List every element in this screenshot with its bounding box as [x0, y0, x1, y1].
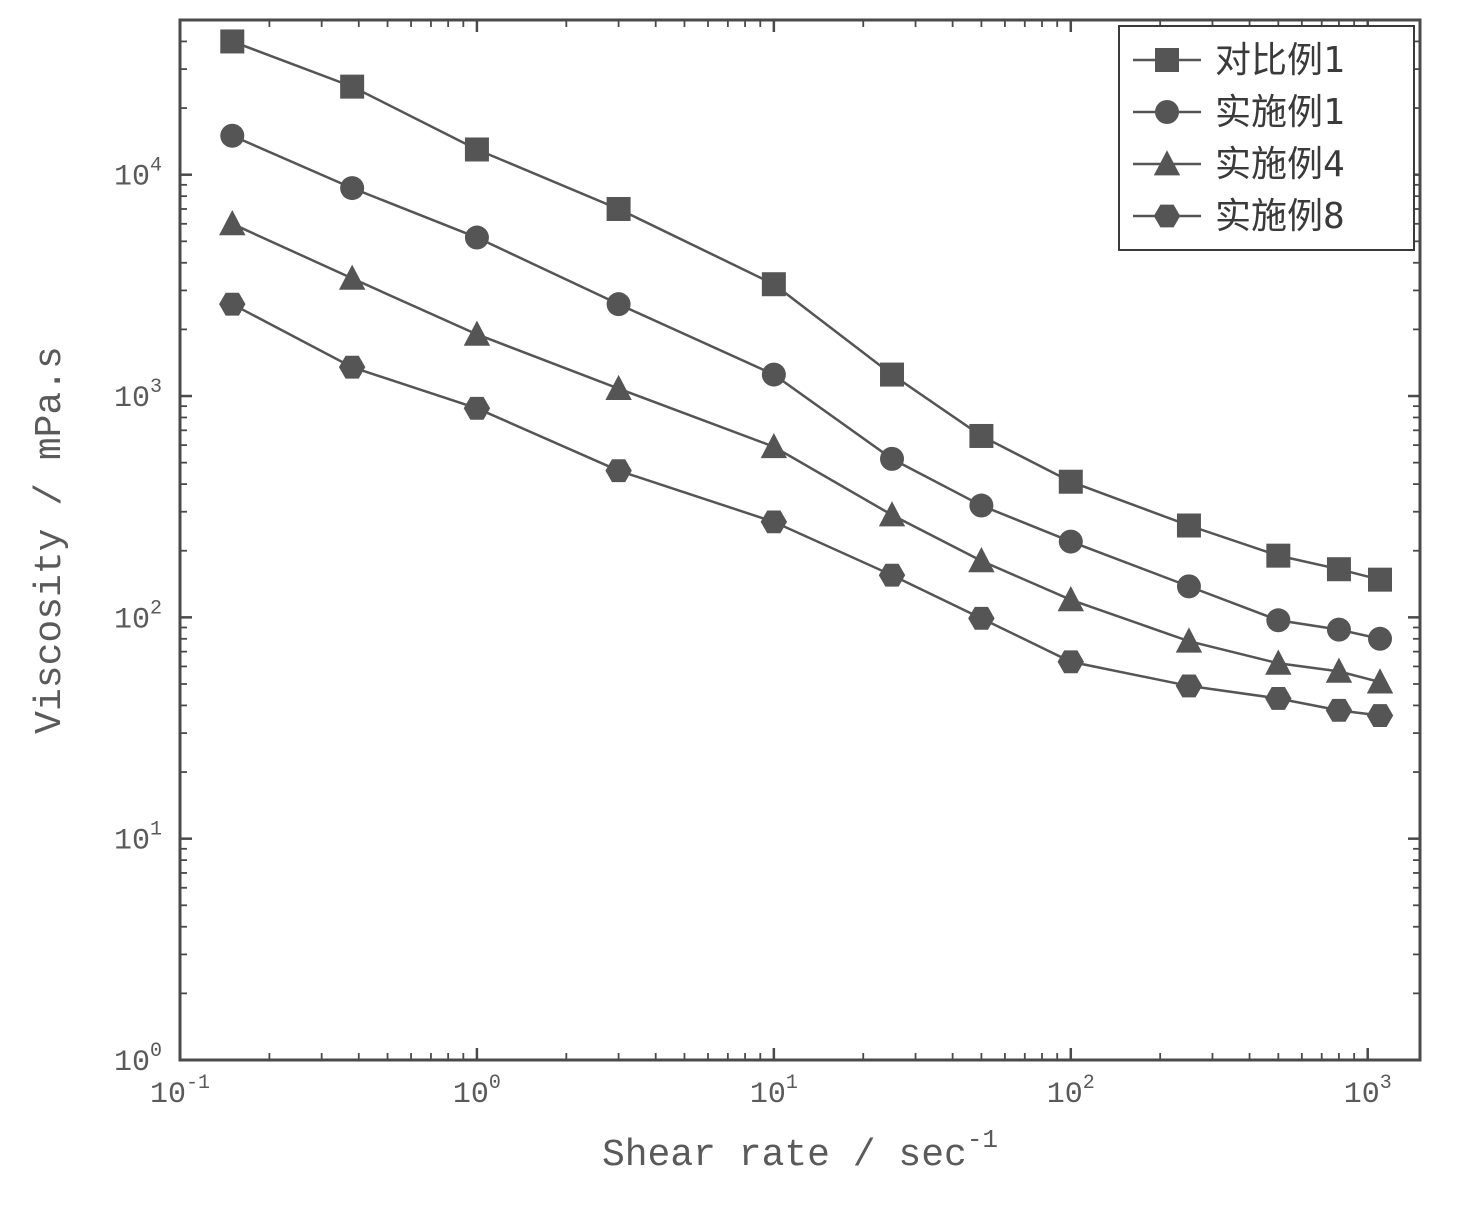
svg-text:103: 103 [114, 376, 162, 416]
svg-text:实施例1: 实施例1 [1215, 92, 1345, 133]
svg-text:实施例8: 实施例8 [1215, 196, 1345, 237]
svg-text:实施例4: 实施例4 [1215, 144, 1345, 185]
svg-text:103: 103 [1344, 1072, 1392, 1112]
svg-text:102: 102 [114, 597, 162, 637]
svg-text:101: 101 [114, 819, 162, 859]
svg-text:Viscosity / mPa.s: Viscosity / mPa.s [29, 346, 72, 734]
svg-text:对比例1: 对比例1 [1215, 40, 1345, 81]
svg-text:101: 101 [750, 1072, 798, 1112]
chart-svg: 10-1100101102103100101102103104Viscosity… [0, 0, 1473, 1215]
svg-text:104: 104 [114, 155, 162, 195]
svg-text:102: 102 [1047, 1072, 1095, 1112]
svg-text:100: 100 [453, 1072, 501, 1112]
chart-container: 10-1100101102103100101102103104Viscosity… [0, 0, 1473, 1215]
svg-text:10-1: 10-1 [150, 1072, 210, 1112]
svg-text:Shear rate / sec-1: Shear rate / sec-1 [602, 1125, 998, 1177]
svg-text:100: 100 [114, 1040, 162, 1080]
